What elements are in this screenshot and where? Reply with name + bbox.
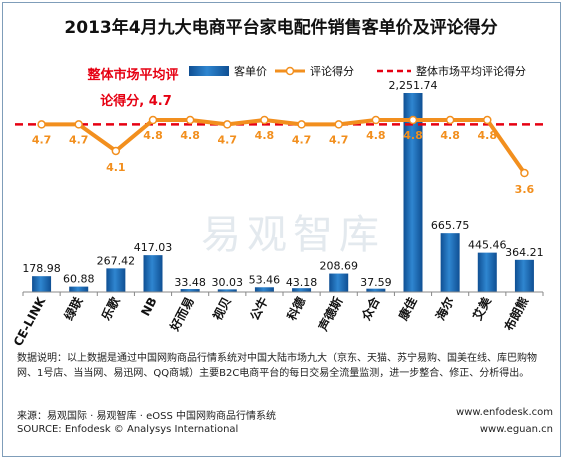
score-point-13 (520, 168, 529, 178)
score-point-11 (445, 115, 455, 125)
category-label-2: 乐歌 (98, 293, 123, 322)
score-point-12 (483, 115, 492, 125)
bar-value-label-1: 60.88 (63, 273, 95, 286)
score-point-7 (297, 120, 306, 129)
score-point-3 (148, 115, 158, 125)
score-label-9: 4.8 (366, 129, 386, 142)
chart-svg: 2013年4月九大电商平台家电配件销售客单价及评论得分 易观智库 客单价 评论得分… (11, 17, 545, 349)
category-label-12: 艾美 (469, 293, 494, 322)
score-label-6: 4.8 (255, 129, 275, 142)
category-label-13: 布朗熊 (501, 294, 531, 333)
chart-title: 2013年4月九大电商平台家电配件销售客单价及评论得分 (64, 17, 497, 38)
bar-value-label-12: 445.46 (468, 239, 507, 252)
score-label-11: 4.8 (440, 129, 460, 142)
category-label-3: NB (138, 295, 159, 319)
bar-value-label-2: 267.42 (97, 254, 136, 267)
score-label-1: 4.7 (69, 133, 89, 146)
bar-3 (143, 255, 163, 292)
score-label-12: 4.8 (478, 129, 498, 142)
footer-source-cn: 来源：易观国际 · 易观智库 · eOSS 中国网购商品行情系统 (17, 411, 276, 422)
score-line (41, 118, 527, 175)
bar-value-label-11: 665.75 (431, 219, 470, 232)
score-label-7: 4.7 (292, 133, 312, 146)
bar-1 (69, 286, 89, 292)
score-point-4 (185, 115, 195, 125)
watermark: 易观智库 (201, 212, 385, 258)
score-point-9 (371, 115, 381, 125)
bar-value-label-4: 33.48 (174, 276, 206, 289)
category-label-11: 海尔 (432, 294, 457, 322)
score-label-13: 3.6 (515, 183, 535, 196)
bar-2 (106, 268, 126, 292)
bar-6 (254, 287, 274, 292)
category-label-8: 声德斯 (315, 294, 346, 334)
footer-source-en: SOURCE: Enfodesk © Analysys Internationa… (17, 424, 239, 435)
legend-label-bar: 客单价 (234, 64, 267, 78)
score-label-2: 4.1 (106, 161, 126, 174)
avg-score-annotation-line-2: 论得分, 4.7 (100, 93, 172, 109)
score-point-2 (111, 146, 121, 156)
bar-11 (440, 233, 460, 292)
score-label-0: 4.7 (32, 133, 52, 146)
bar-value-label-0: 178.98 (22, 262, 61, 275)
data-notes: 数据说明：以上数据是通过中国网购商品行情系统对中国大陆市场九大（京东、天猫、苏宁… (17, 353, 537, 379)
legend-label-reference: 整体市场平均评论得分 (416, 64, 526, 78)
legend-swatch-bar (189, 66, 229, 76)
bar-value-label-13: 364.21 (505, 246, 544, 259)
score-point-10 (408, 115, 418, 125)
bar-5 (217, 289, 237, 292)
bar-value-label-8: 208.69 (319, 260, 358, 273)
score-label-8: 4.7 (329, 133, 349, 146)
category-label-5: 视贝 (209, 294, 234, 322)
legend: 客单价 评论得分 整体市场平均评论得分 (189, 64, 526, 78)
bar-12 (477, 252, 497, 292)
legend-swatch-line-marker (285, 66, 295, 76)
category-label-0: CE-LINK (11, 294, 49, 348)
bar-value-label-6: 53.46 (249, 273, 281, 286)
bar-value-label-9: 37.59 (360, 276, 392, 289)
score-label-5: 4.7 (218, 133, 238, 146)
bar-7 (292, 288, 312, 292)
category-label-4: 好而易 (166, 294, 197, 334)
footer-url-enfodesk[interactable]: www.enfodesk.com (456, 407, 553, 418)
footer-line-1: 来源：易观国际 · 易观智库 · eOSS 中国网购商品行情系统 www.enf… (17, 407, 553, 422)
bar-4 (180, 289, 200, 292)
score-point-8 (334, 120, 343, 129)
category-label-10: 康佳 (395, 294, 420, 322)
bar-value-label-5: 30.03 (212, 276, 244, 289)
category-label-1: 绿联 (61, 294, 86, 322)
score-point-0 (37, 120, 46, 129)
score-point-1 (74, 120, 83, 129)
bar-9 (366, 288, 386, 292)
bar-value-label-3: 417.03 (134, 241, 173, 254)
category-label-7: 科德 (284, 294, 309, 322)
score-label-10: 4.8 (403, 129, 423, 142)
bar-value-label-7: 43.18 (286, 276, 318, 289)
legend-label-line: 评论得分 (310, 64, 354, 78)
bar-0 (32, 276, 52, 292)
score-label-4: 4.8 (180, 129, 200, 142)
bar-8 (329, 273, 349, 292)
footer-line-2: SOURCE: Enfodesk © Analysys Internationa… (17, 424, 553, 435)
bar-10 (403, 93, 423, 292)
category-label-6: 公牛 (247, 294, 272, 322)
avg-score-annotation-line-1: 整体市场平均评 (86, 67, 178, 83)
bar-value-label-10: 2,251.74 (389, 79, 438, 92)
bar-13 (514, 259, 534, 292)
category-label-9: 众合 (358, 293, 383, 322)
score-point-6 (260, 115, 269, 125)
score-point-5 (223, 120, 232, 129)
score-label-3: 4.8 (143, 129, 163, 142)
footer-url-eguan[interactable]: www.eguan.cn (479, 424, 553, 435)
